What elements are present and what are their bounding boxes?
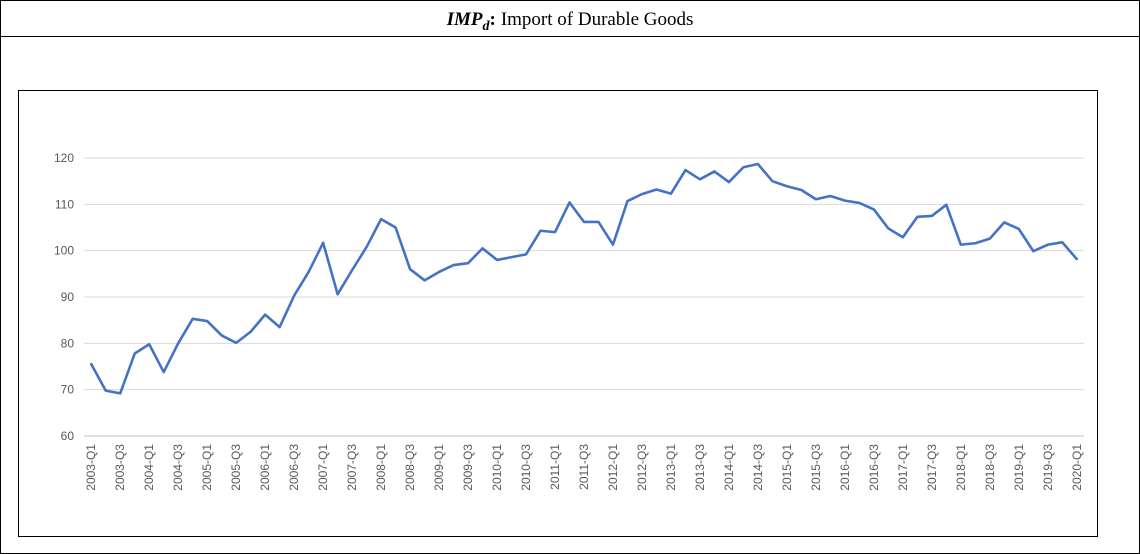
x-tick-label: 2005-Q1 bbox=[200, 444, 214, 491]
title-subscript: d bbox=[482, 19, 490, 34]
x-tick-label: 2006-Q1 bbox=[258, 444, 272, 491]
x-tick-label: 2018-Q1 bbox=[954, 444, 968, 491]
x-tick-label: 2011-Q3 bbox=[577, 444, 591, 490]
x-tick-label: 2013-Q1 bbox=[664, 444, 678, 491]
y-tick-label: 100 bbox=[54, 244, 74, 258]
x-tick-label: 2008-Q1 bbox=[374, 444, 388, 491]
y-tick-label: 80 bbox=[61, 336, 75, 350]
chart-title: IMPd: Import of Durable Goods bbox=[446, 9, 694, 34]
title-text: Import of Durable Goods bbox=[501, 9, 694, 30]
title-separator: : bbox=[489, 9, 495, 30]
x-tick-label: 2013-Q3 bbox=[693, 444, 707, 491]
x-tick-label: 2004-Q1 bbox=[142, 444, 156, 491]
x-tick-label: 2017-Q3 bbox=[925, 444, 939, 491]
x-tick-label: 2014-Q1 bbox=[722, 444, 736, 491]
x-tick-label: 2003-Q3 bbox=[113, 444, 127, 491]
x-tick-label: 2019-Q3 bbox=[1041, 444, 1055, 491]
x-tick-label: 2003-Q1 bbox=[84, 444, 98, 491]
x-tick-label: 2009-Q3 bbox=[461, 444, 475, 491]
x-tick-label: 2018-Q3 bbox=[983, 444, 997, 491]
x-tick-label: 2014-Q3 bbox=[751, 444, 765, 491]
x-tick-label: 2016-Q1 bbox=[838, 444, 852, 491]
x-tick-label: 2006-Q3 bbox=[287, 444, 301, 491]
x-tick-label: 2015-Q3 bbox=[809, 444, 823, 491]
y-tick-label: 70 bbox=[61, 383, 75, 397]
y-tick-label: 90 bbox=[61, 290, 75, 304]
title-symbol: IMP bbox=[446, 9, 483, 30]
x-tick-label: 2012-Q1 bbox=[606, 444, 620, 491]
x-tick-label: 2010-Q3 bbox=[519, 444, 533, 491]
chart-frame bbox=[18, 90, 1098, 537]
x-tick-label: 2004-Q3 bbox=[171, 444, 185, 491]
x-tick-label: 2007-Q3 bbox=[345, 444, 359, 491]
data-line bbox=[89, 162, 1079, 395]
y-tick-label: 60 bbox=[61, 429, 75, 443]
x-tick-label: 2016-Q3 bbox=[867, 444, 881, 491]
x-tick-label: 2019-Q1 bbox=[1012, 444, 1026, 491]
x-tick-label: 2015-Q1 bbox=[780, 444, 794, 491]
y-tick-label: 120 bbox=[54, 151, 74, 165]
x-tick-label: 2011-Q1 bbox=[548, 444, 562, 490]
x-tick-label: 2012-Q3 bbox=[635, 444, 649, 491]
x-tick-label: 2007-Q1 bbox=[316, 444, 330, 491]
y-tick-label: 110 bbox=[55, 197, 74, 211]
x-tick-label: 2008-Q3 bbox=[403, 444, 417, 491]
x-tick-label: 2005-Q3 bbox=[229, 444, 243, 491]
x-tick-label: 2017-Q1 bbox=[896, 444, 910, 491]
x-tick-label: 2010-Q1 bbox=[490, 444, 504, 491]
x-tick-label: 2009-Q1 bbox=[432, 444, 446, 491]
x-tick-label: 2020-Q1 bbox=[1070, 444, 1084, 491]
